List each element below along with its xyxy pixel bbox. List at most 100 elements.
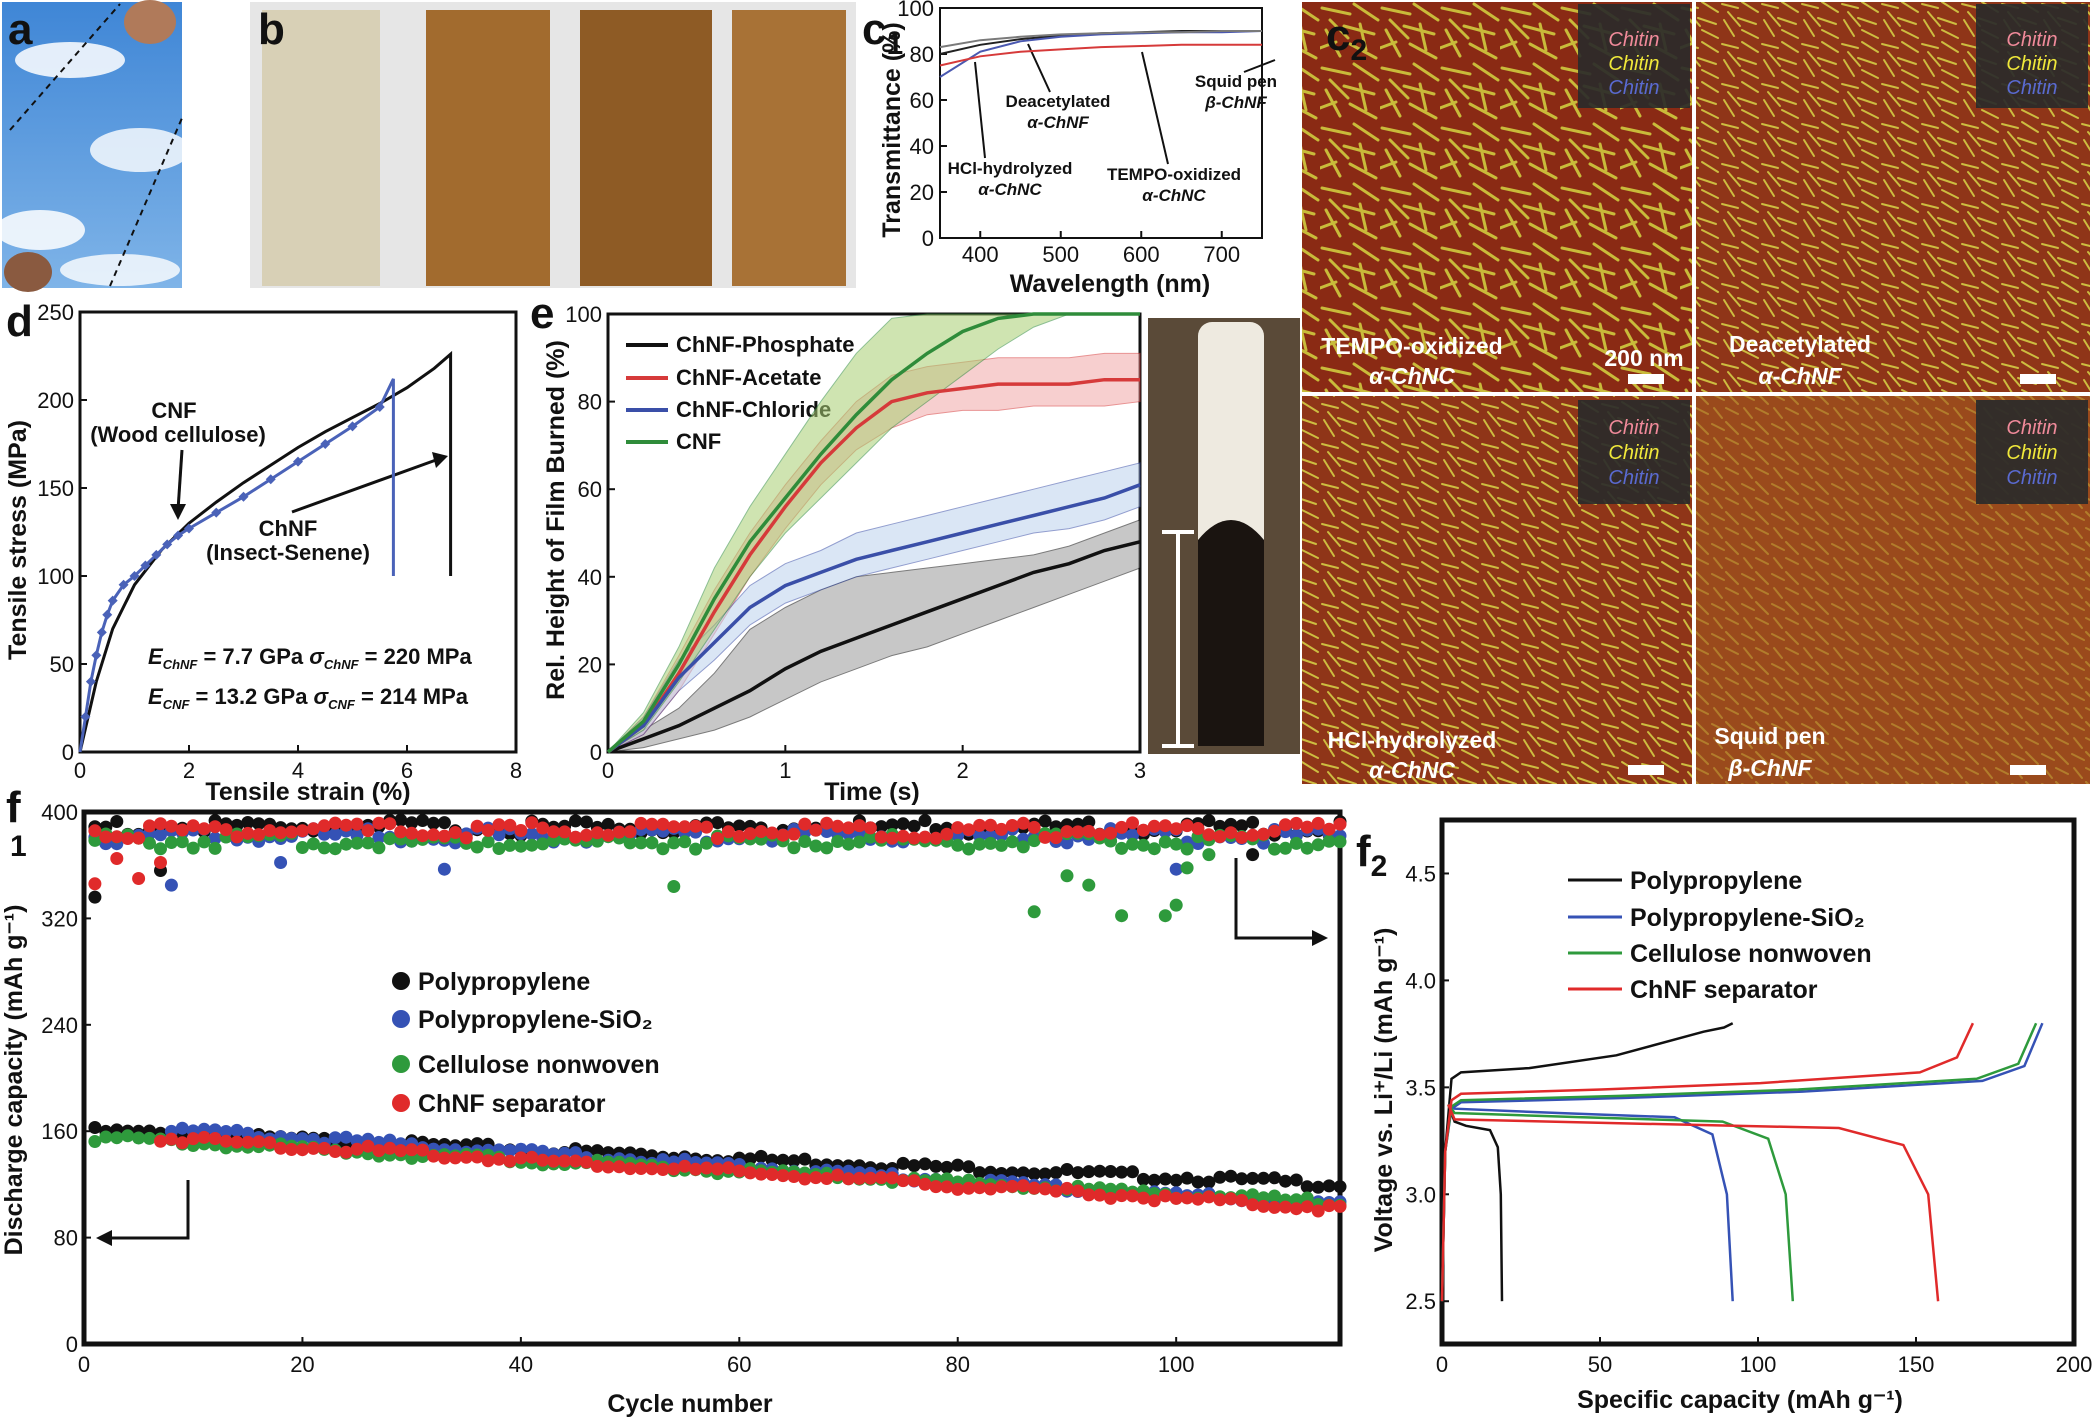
f1-outlier-point xyxy=(1169,898,1183,912)
e-x-tick-label: 1 xyxy=(779,758,791,783)
f1-data-point xyxy=(787,841,801,855)
f1-data-point xyxy=(197,835,211,849)
afm-label: Squid pen xyxy=(1714,723,1825,749)
f1-data-point xyxy=(317,1141,331,1155)
f1-data-point xyxy=(1082,1188,1096,1202)
f1-data-point xyxy=(1038,1182,1052,1196)
c1-y-tick-label: 0 xyxy=(922,226,934,251)
f1-data-point xyxy=(536,1153,550,1167)
f1-data-point xyxy=(328,842,342,856)
f1-data-point xyxy=(154,1134,167,1148)
f1-data-point xyxy=(317,819,331,833)
d-arrow-cnf xyxy=(176,449,184,511)
f1-data-point xyxy=(1082,815,1096,829)
scale-bar xyxy=(2020,374,2056,384)
f1-data-point xyxy=(558,1154,572,1168)
f1-data-point xyxy=(317,841,331,855)
f1-data-point xyxy=(1235,819,1249,833)
f1-data-point xyxy=(1268,1200,1281,1214)
f1-data-point xyxy=(1071,1166,1085,1180)
f1-data-point xyxy=(143,836,156,850)
f1-data-point xyxy=(1213,1170,1227,1184)
f2-charge-curve xyxy=(1440,1022,1734,1302)
f1-y-tick-label: 320 xyxy=(41,906,78,931)
f1-data-point xyxy=(1289,1202,1303,1216)
f1-data-point xyxy=(361,824,375,838)
d-x-tick-label: 0 xyxy=(74,758,86,783)
f1-data-point xyxy=(88,824,102,838)
f1-data-point xyxy=(1169,1191,1183,1205)
c1-annotation-text: Deacetylated xyxy=(1006,92,1111,111)
f1-data-point xyxy=(241,1126,255,1140)
f1-data-point xyxy=(1268,1189,1281,1203)
f1-data-point xyxy=(1300,1180,1314,1194)
d-data-marker xyxy=(102,609,113,620)
chitin-word: Chitin xyxy=(1608,77,1659,99)
f2-charge-curve xyxy=(1440,1022,2038,1302)
f1-data-point xyxy=(700,1161,713,1175)
f1-data-point xyxy=(700,836,713,850)
f1-data-point xyxy=(110,830,124,844)
panel-label-b: b xyxy=(258,5,285,54)
f1-data-point xyxy=(514,839,528,853)
f1-data-point xyxy=(1333,835,1347,849)
f1-data-point xyxy=(1333,1180,1347,1194)
f1-data-point xyxy=(1082,1165,1096,1179)
f1-data-point xyxy=(1235,1194,1249,1207)
f1-data-point xyxy=(973,1166,987,1180)
f1-data-point xyxy=(1126,828,1139,842)
f1-data-point xyxy=(285,825,298,839)
f1-data-point xyxy=(852,1171,866,1185)
d-data-marker xyxy=(96,627,107,638)
d-data-marker xyxy=(162,539,173,550)
f1-data-point xyxy=(394,825,408,839)
f2-x-tick-label: 50 xyxy=(1588,1352,1612,1377)
f1-x-tick-label: 100 xyxy=(1158,1352,1195,1377)
e-series-line xyxy=(606,483,1141,754)
f1-data-point xyxy=(667,820,681,834)
f1-outlier-point xyxy=(1246,848,1260,862)
f1-data-point xyxy=(645,836,659,850)
c1-annotation-text: HCl-hydrolyzed xyxy=(948,159,1073,178)
c1-x-tick-label: 400 xyxy=(962,242,999,267)
f1-data-point xyxy=(754,1167,768,1181)
f1-data-point xyxy=(525,1150,539,1164)
f1-data-point xyxy=(951,1182,965,1196)
f1-data-point xyxy=(1278,1200,1292,1214)
c1-x-axis-label: Wavelength (nm) xyxy=(1010,270,1210,298)
f1-arrow-left-axis xyxy=(106,1180,190,1240)
f1-data-point xyxy=(1224,1192,1238,1206)
chitin-inset: Chitin Chitin Chitin xyxy=(1578,400,1690,504)
f1-data-point xyxy=(230,1123,244,1137)
f1-data-point xyxy=(721,825,735,839)
f1-data-point xyxy=(306,822,320,836)
f1-data-point xyxy=(940,1180,954,1194)
f1-data-point xyxy=(427,1149,440,1163)
f1-data-point xyxy=(514,824,528,837)
cloud xyxy=(90,128,190,172)
f2-legend: Polypropylene Polypropylene-SiO₂ Cellulo… xyxy=(1568,867,1872,1004)
f2-charge-curve xyxy=(1440,1022,1975,1302)
d-data-marker xyxy=(118,579,129,590)
f1-data-point xyxy=(1333,817,1347,831)
f1-data-point xyxy=(743,1152,757,1166)
afm-label: Deacetylated xyxy=(1729,331,1871,357)
d-eq-cnf: ECNF = 13.2 GPa σCNF = 214 MPa xyxy=(148,684,469,712)
c1-arrow xyxy=(1141,51,1169,165)
f1-data-point xyxy=(689,1162,703,1176)
f1-data-point xyxy=(448,826,462,839)
c1-annotation-text: Squid pen xyxy=(1195,72,1277,91)
f1-data-point xyxy=(1147,842,1161,856)
f1-data-point xyxy=(525,838,539,852)
f1-data-point xyxy=(951,1158,965,1172)
d-data-marker xyxy=(173,530,184,541)
f2-discharge-curve xyxy=(1447,1104,1940,1302)
f1-data-point xyxy=(503,1154,517,1168)
f1-data-point xyxy=(492,828,506,842)
chitin-word: Chitin xyxy=(2006,442,2057,464)
f1-data-point xyxy=(1311,838,1325,852)
f1-data-point xyxy=(1158,819,1172,833)
f1-data-point xyxy=(820,816,834,830)
f1-data-point xyxy=(634,836,648,850)
f1-data-point xyxy=(88,1135,102,1148)
